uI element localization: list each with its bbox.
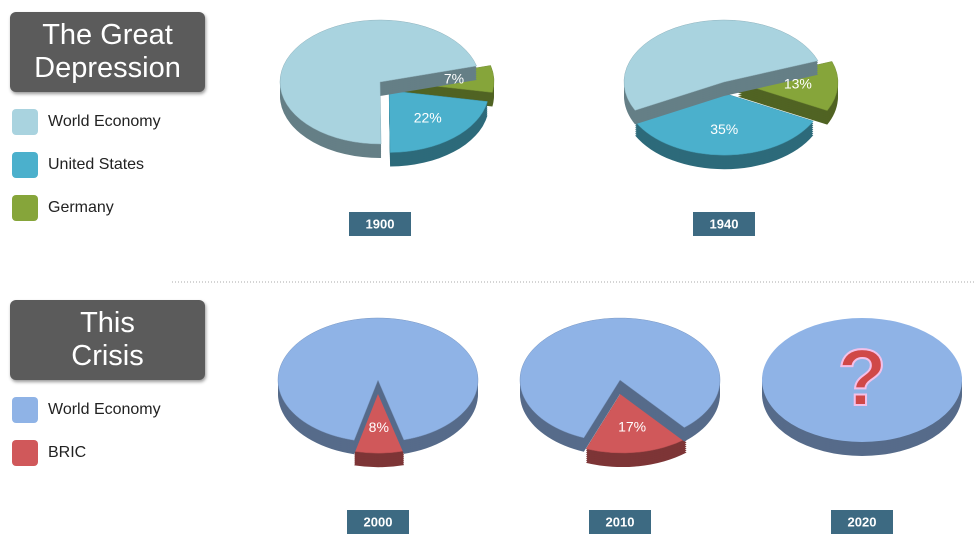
pie-top: [762, 318, 962, 442]
section-heading: This Crisis: [10, 300, 205, 380]
value-label: 7%: [444, 71, 464, 87]
legend-swatch: [12, 397, 38, 423]
slice: [585, 390, 688, 454]
pie: [623, 19, 839, 170]
value-label: 8%: [369, 419, 389, 435]
value-label: 22%: [414, 110, 442, 126]
legend-label: World Economy: [48, 401, 161, 418]
legend-label: BRIC: [48, 444, 86, 461]
year-label: 2000: [364, 514, 393, 529]
annotation: ?: [838, 333, 887, 422]
year-box: [589, 510, 651, 534]
legend-label: United States: [48, 156, 144, 173]
year-box: [349, 212, 411, 236]
pie: [762, 318, 962, 456]
slice: [623, 19, 819, 111]
pie: [277, 317, 479, 468]
year-box: [347, 510, 409, 534]
year-box: [693, 212, 755, 236]
pie: [279, 19, 495, 167]
value-label: 35%: [710, 121, 738, 137]
section-heading: The Great Depression: [10, 12, 205, 92]
legend-label: World Economy: [48, 113, 161, 130]
value-label: 13%: [784, 76, 812, 92]
year-label: 2010: [606, 514, 635, 529]
slice: [279, 19, 477, 145]
pie: [519, 317, 721, 468]
year-label: 1900: [366, 216, 395, 231]
legend-label: Germany: [48, 199, 114, 216]
legend-swatch: [12, 195, 38, 221]
legend-swatch: [12, 109, 38, 135]
year-label: 1940: [710, 216, 739, 231]
slice: [388, 90, 488, 153]
legend-swatch: [12, 152, 38, 178]
year-label: 2020: [848, 514, 877, 529]
value-label: 17%: [618, 418, 646, 434]
legend-swatch: [12, 440, 38, 466]
slice: [277, 317, 479, 441]
year-box: [831, 510, 893, 534]
slice: [519, 317, 721, 439]
